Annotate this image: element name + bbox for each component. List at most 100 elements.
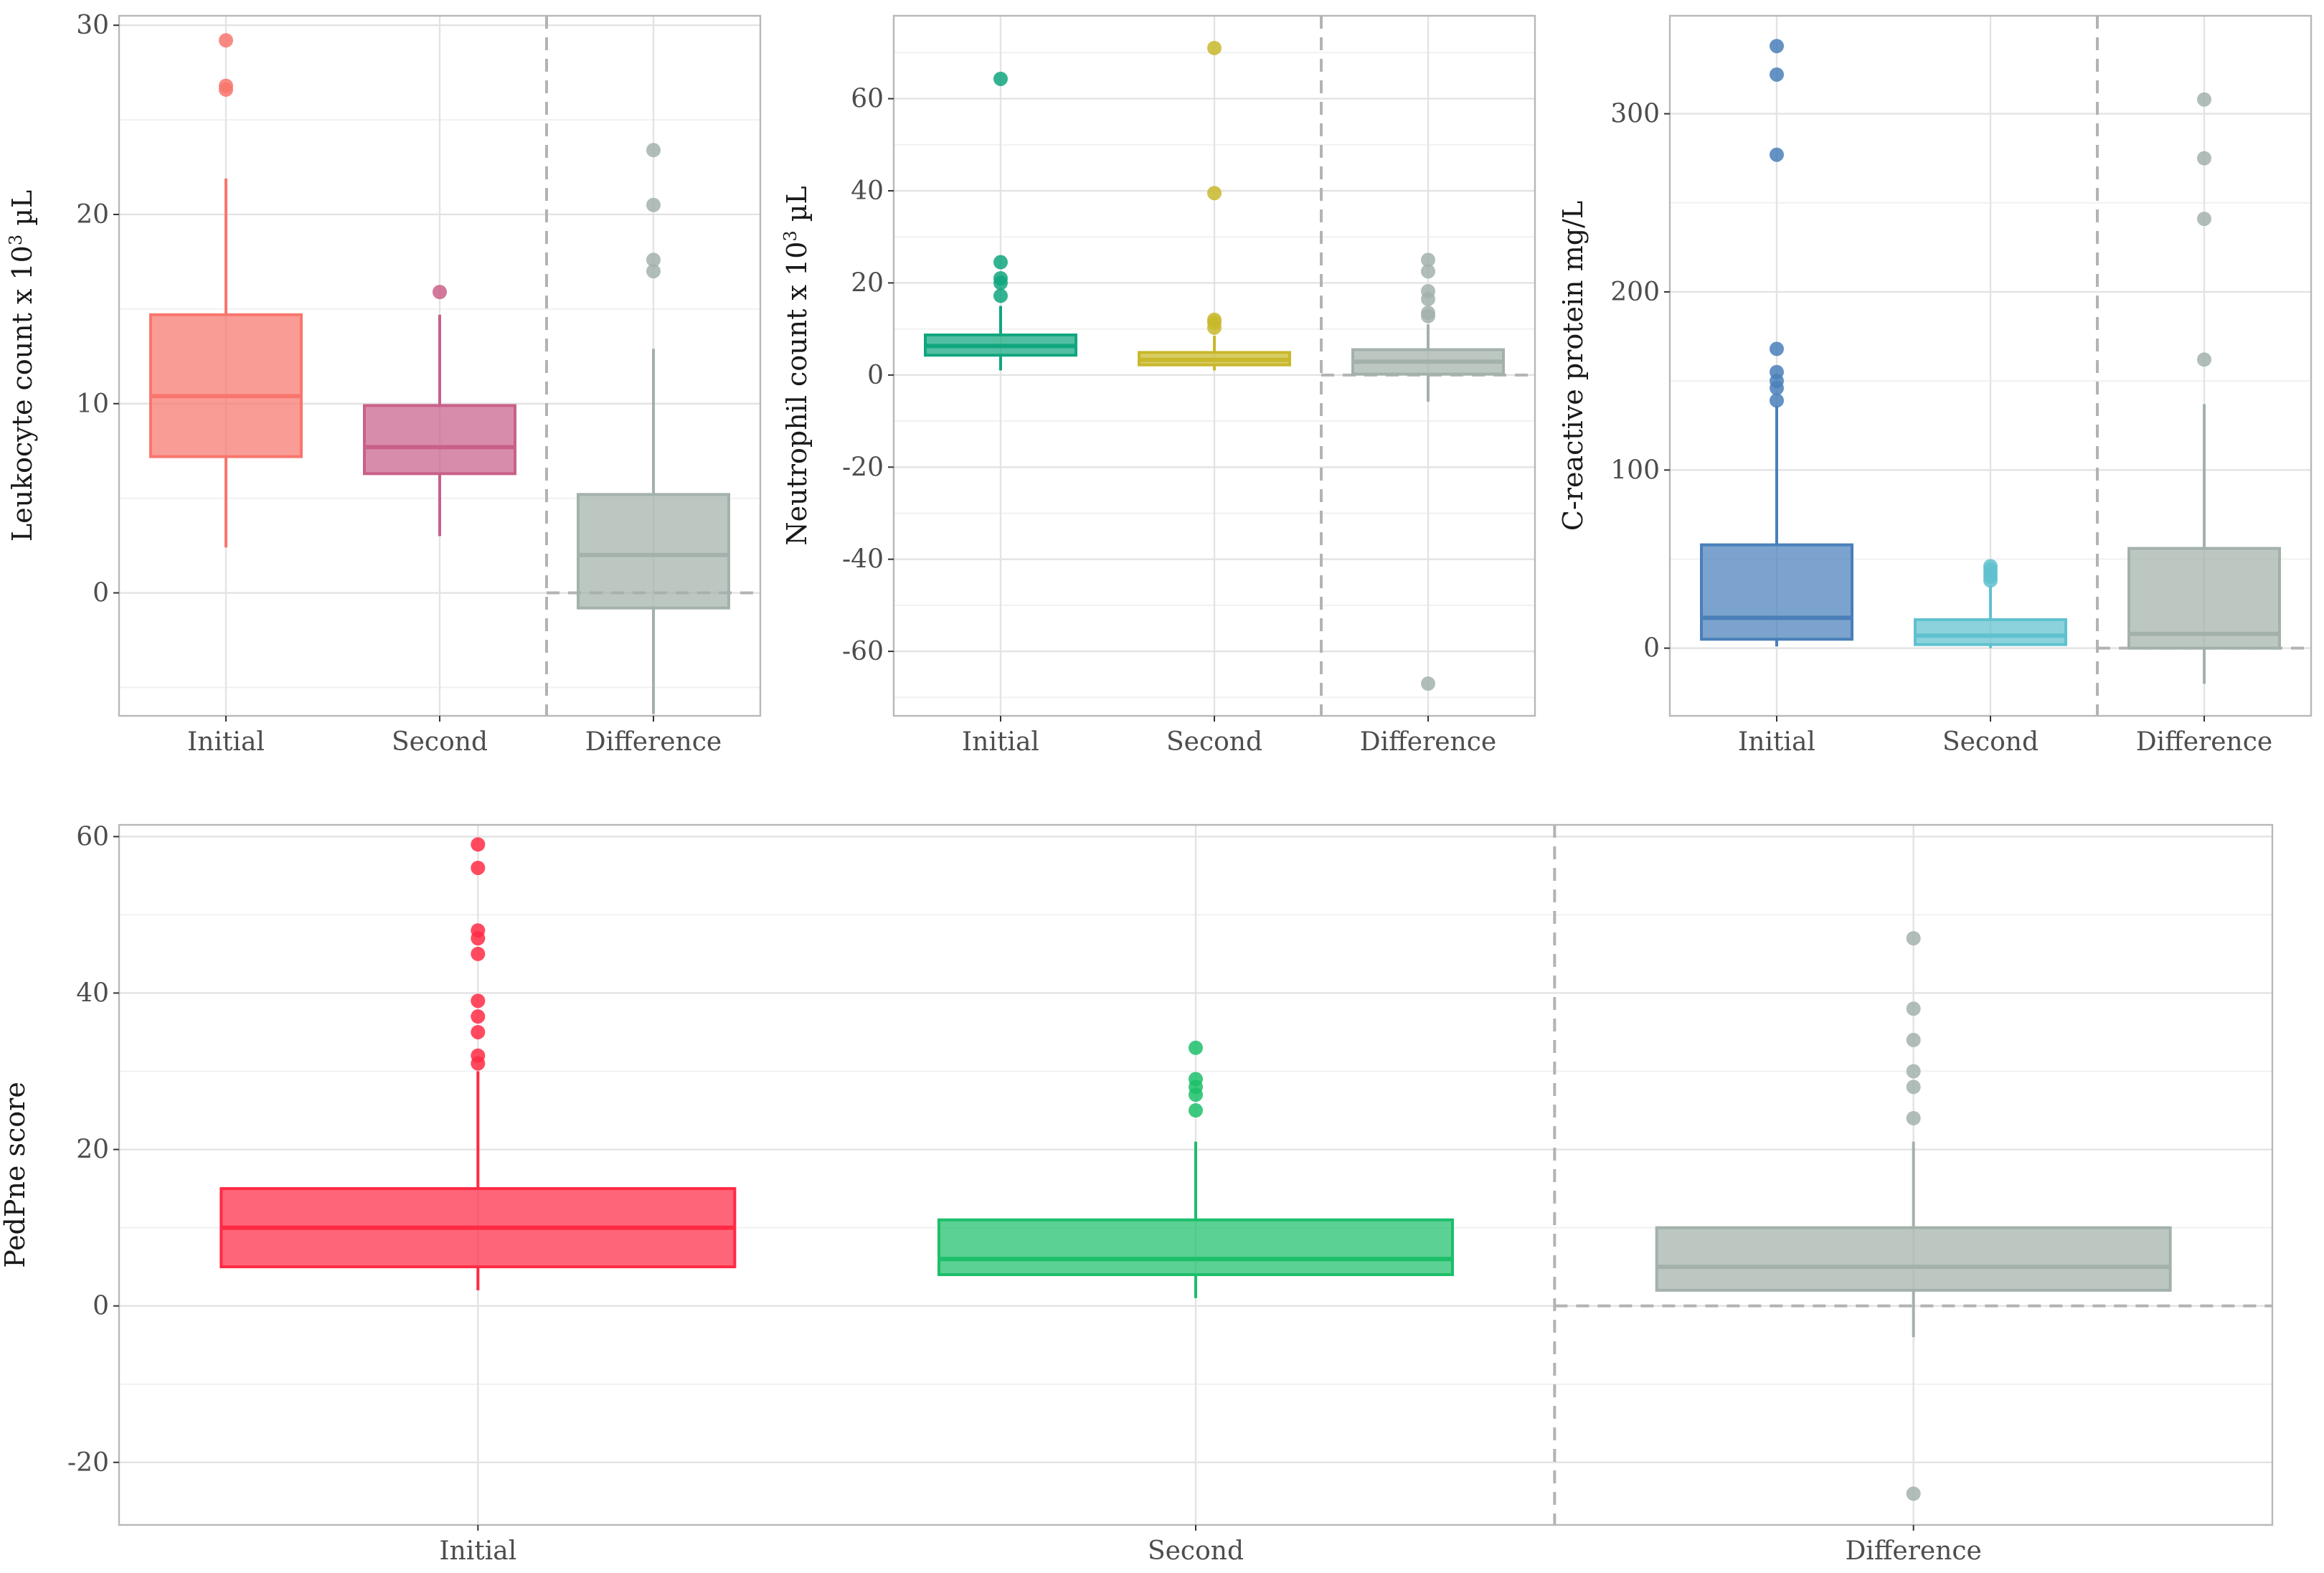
y-tick-label: 0 — [93, 1292, 109, 1321]
outlier-point — [219, 33, 233, 48]
outlier-point — [471, 993, 486, 1008]
outlier-point — [2197, 352, 2211, 367]
y-tick-label: 0 — [93, 579, 109, 608]
y-axis-title-superscript: 3 — [780, 230, 800, 241]
x-tick-label: Difference — [585, 727, 722, 757]
x-tick-label: Difference — [1845, 1536, 1981, 1566]
box-difference — [2127, 92, 2281, 684]
neutrophil-panel: -60 -40 -20 0 20 40 60 Initial Second Difference N… — [780, 14, 1536, 757]
outlier-point — [993, 271, 1008, 285]
box-body — [937, 1218, 1454, 1277]
outlier-point — [1906, 1064, 1921, 1079]
y-tick-label: 20 — [851, 268, 884, 298]
outlier-point — [646, 264, 661, 279]
y-tick-label: 60 — [76, 822, 109, 851]
outlier-point — [2197, 212, 2211, 227]
outlier-point — [1770, 67, 1784, 82]
outlier-point — [1421, 252, 1435, 268]
outlier-point — [1207, 40, 1222, 55]
outlier-point — [471, 1009, 486, 1024]
box-body — [149, 313, 303, 458]
x-tick-label: Second — [392, 727, 488, 757]
y-axis-title-part: C-reactive protein mg/L — [1557, 201, 1589, 531]
outlier-point — [1421, 676, 1435, 691]
outlier-point — [1906, 1080, 1921, 1095]
outlier-point — [471, 1048, 486, 1063]
box-initial — [1700, 39, 1853, 647]
box-initial — [149, 33, 303, 548]
y-axis-title-part: Neutrophil count x 10 — [781, 242, 813, 546]
y-axis-title-part: µL — [6, 190, 38, 235]
outlier-point — [1770, 341, 1784, 356]
y-tick-label: 0 — [1643, 634, 1660, 663]
x-tick-label: Difference — [1360, 727, 1496, 757]
box-initial — [924, 71, 1077, 371]
outlier-point — [1189, 1072, 1203, 1087]
outlier-point — [2197, 92, 2211, 107]
outlier-point — [1421, 283, 1435, 298]
y-axis-title: PedPne score — [0, 1082, 31, 1268]
y-axis-title: Leukocyte count x 103 µL — [6, 190, 38, 542]
box-body — [2127, 547, 2281, 650]
y-tick-label: -20 — [842, 453, 884, 482]
box-body — [1914, 618, 2067, 646]
outlier-point — [1906, 1032, 1921, 1047]
outlier-point — [471, 860, 486, 875]
y-axis-title-part: PedPne score — [0, 1082, 31, 1268]
outlier-point — [1770, 147, 1784, 162]
outlier-point — [471, 923, 486, 938]
y-axis-title-part: Leukocyte count x 10 — [6, 245, 38, 542]
y-tick-label: 0 — [867, 361, 884, 390]
y-tick-label: 300 — [1610, 100, 1660, 129]
outlier-point — [1421, 264, 1435, 279]
y-axis-title-part: µL — [781, 186, 813, 230]
box-difference — [1351, 252, 1505, 691]
outlier-point — [1906, 931, 1921, 946]
outlier-point — [1983, 559, 1998, 574]
x-tick-label: Second — [1148, 1536, 1244, 1566]
outlier-point — [1906, 1110, 1921, 1125]
box-body — [577, 493, 730, 610]
y-tick-label: 40 — [851, 176, 884, 206]
outlier-point — [993, 255, 1008, 270]
outlier-point — [646, 197, 661, 212]
outlier-point — [2197, 151, 2211, 166]
box-body — [363, 404, 516, 476]
outlier-point — [1906, 1001, 1921, 1016]
y-tick-label: -20 — [67, 1448, 109, 1478]
outlier-point — [1207, 312, 1222, 327]
outlier-point — [1906, 1486, 1921, 1501]
outlier-point — [1189, 1040, 1203, 1055]
pedpne-panel: -20 0 20 40 60 Initial Second Difference PedPne … — [0, 822, 2274, 1566]
x-tick-label: Second — [1942, 727, 2039, 757]
y-tick-label: 40 — [76, 978, 109, 1008]
y-tick-label: 60 — [851, 85, 884, 114]
outlier-point — [646, 252, 661, 268]
box-body — [1700, 543, 1853, 641]
x-tick-label: Difference — [2136, 727, 2272, 757]
box-initial — [219, 837, 737, 1290]
box-body — [1655, 1226, 2172, 1292]
box-second — [937, 1040, 1454, 1298]
y-tick-label: 20 — [76, 1135, 109, 1165]
x-tick-label: Initial — [439, 1536, 516, 1566]
y-axis-title: C-reactive protein mg/L — [1557, 201, 1589, 531]
outlier-point — [1421, 306, 1435, 321]
outlier-point — [1770, 364, 1784, 379]
outlier-point — [1770, 393, 1784, 408]
outlier-point — [219, 78, 233, 93]
outlier-point — [471, 1024, 486, 1039]
box-difference — [1655, 931, 2172, 1501]
box-difference — [577, 143, 730, 714]
x-tick-label: Initial — [962, 727, 1039, 757]
outlier-point — [433, 285, 447, 300]
outlier-point — [993, 288, 1008, 303]
outlier-point — [1207, 186, 1222, 201]
box-second — [1914, 559, 2067, 648]
y-tick-label: 30 — [76, 11, 109, 40]
crp-panel: 0 100 200 300 Initial Second Difference C-react… — [1557, 14, 2313, 757]
outlier-point — [1189, 1103, 1203, 1118]
outlier-point — [471, 837, 486, 852]
y-tick-label: -60 — [842, 637, 884, 666]
x-tick-label: Second — [1166, 727, 1262, 757]
